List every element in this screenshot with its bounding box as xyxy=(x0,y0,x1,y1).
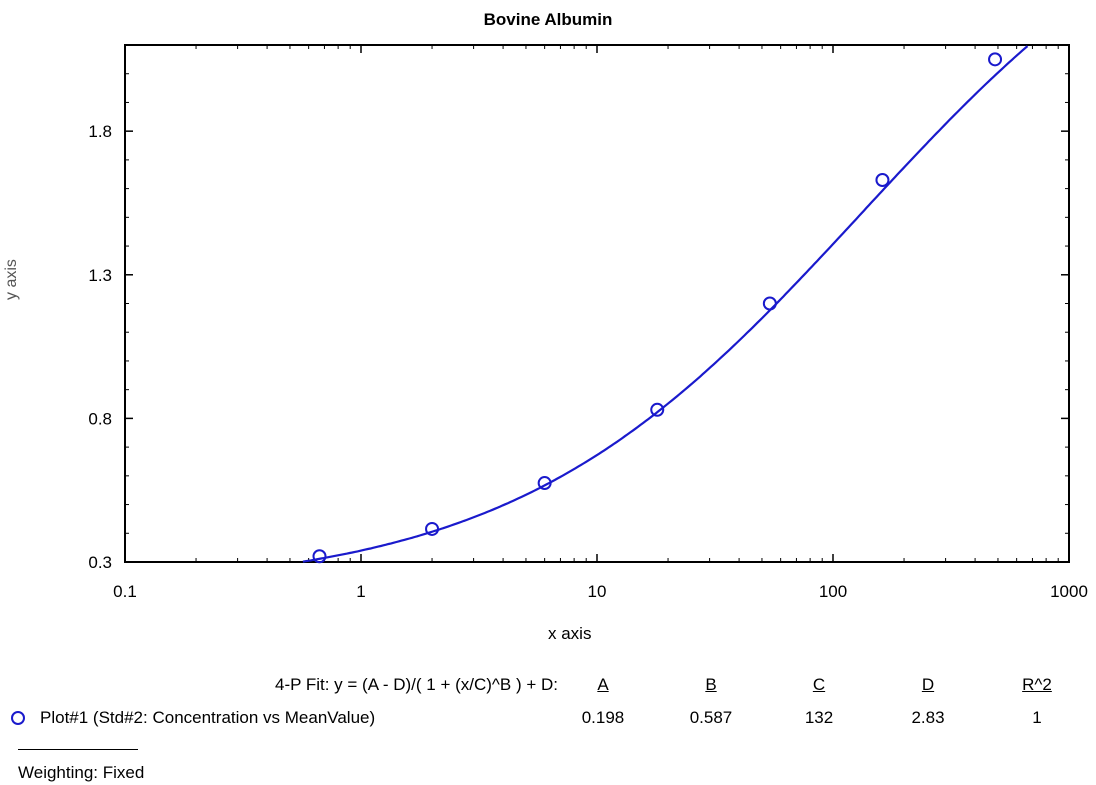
x-tick-label: 1 xyxy=(356,582,365,601)
fit-curve xyxy=(302,45,1029,563)
x-tick-label: 100 xyxy=(819,582,847,601)
param-value-a: 0.198 xyxy=(581,708,625,727)
param-header-r2: R^2 xyxy=(1022,675,1052,694)
x-tick-label: 1000 xyxy=(1050,582,1088,601)
param-header-c: C xyxy=(812,675,826,694)
data-point xyxy=(312,549,327,564)
weighting-label: Weighting: Fixed xyxy=(18,763,145,782)
plot-area xyxy=(124,44,1070,563)
data-point xyxy=(988,52,1003,67)
data-point xyxy=(762,296,777,311)
param-value-d: 2.83 xyxy=(911,708,945,727)
x-tick-label: 0.1 xyxy=(113,582,137,601)
y-tick-label: 1.8 xyxy=(88,122,112,141)
param-value-c: 132 xyxy=(804,708,834,727)
data-point xyxy=(875,172,890,187)
chart-title: Bovine Albumin xyxy=(483,10,613,29)
x-axis-label: x axis xyxy=(548,624,592,643)
y-tick-label: 1.3 xyxy=(88,266,112,285)
fit-equation: 4-P Fit: y = (A - D)/( 1 + (x/C)^B ) + D… xyxy=(274,675,558,694)
divider xyxy=(18,749,138,750)
legend-label: Plot#1 (Std#2: Concentration vs MeanValu… xyxy=(40,708,376,727)
x-tick-label: 10 xyxy=(588,582,607,601)
legend-marker-icon xyxy=(11,711,25,725)
param-header-b: B xyxy=(705,675,717,694)
y-axis-label: y axis xyxy=(3,259,20,300)
param-header-d: D xyxy=(921,675,935,694)
data-point xyxy=(537,476,552,491)
param-header-a: A xyxy=(597,675,609,694)
param-value-r2: 1 xyxy=(1032,708,1042,727)
y-tick-label: 0.3 xyxy=(88,553,112,572)
data-point xyxy=(425,521,440,536)
y-tick-label: 0.8 xyxy=(88,409,112,428)
param-value-b: 0.587 xyxy=(689,708,733,727)
data-point xyxy=(650,402,665,417)
